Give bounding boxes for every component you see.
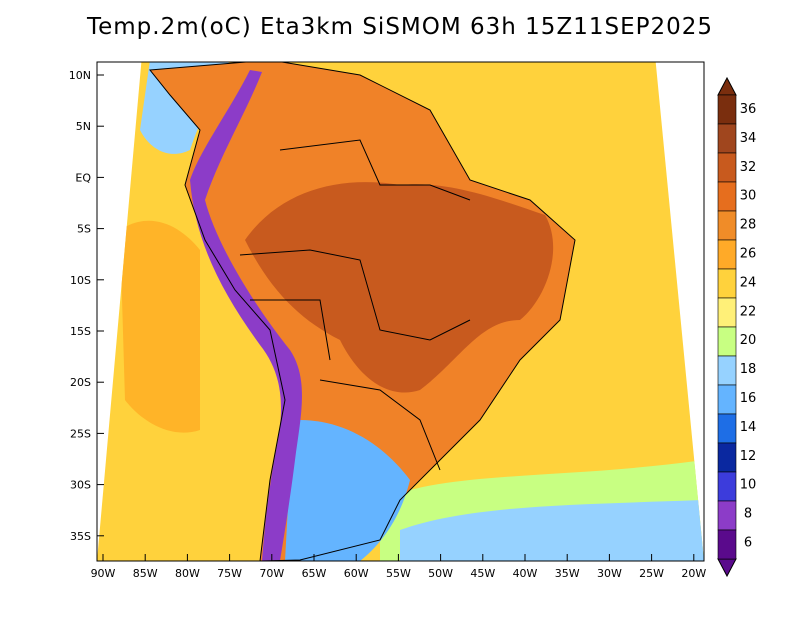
pacific-warm-region xyxy=(120,220,200,433)
colorbar-label: 20 xyxy=(740,333,757,348)
longitude-axis: 90W 85W 80W 75W 70W 65W 60W 55W 50W 45W 40W 35W 30W 2… xyxy=(91,554,706,580)
lat-tick-label: 20S xyxy=(70,376,91,389)
colorbar-label: 18 xyxy=(740,362,757,377)
lon-tick-label: 25W xyxy=(639,567,664,580)
lon-tick-label: 70W xyxy=(259,567,284,580)
lat-tick-label: 5N xyxy=(76,120,91,133)
colorbar-label: 24 xyxy=(740,275,757,290)
country-borders xyxy=(149,62,576,561)
amazon-hot-region xyxy=(245,182,554,393)
lat-tick-label: 5S xyxy=(77,223,91,236)
lon-tick-label: 90W xyxy=(91,567,116,580)
lon-tick-label: 55W xyxy=(386,567,411,580)
colorbar: 36 34 32 30 28 26 24 22 20 18 16 14 12 10 8 6 xyxy=(717,76,757,578)
colorbar-swatch xyxy=(717,442,737,473)
colorbar-label: 16 xyxy=(740,391,757,406)
map-plot-area xyxy=(97,62,704,561)
colorbar-label: 28 xyxy=(740,218,757,233)
colorbar-swatch xyxy=(717,413,737,444)
lat-tick-label: 35S xyxy=(70,530,91,543)
colorbar-swatch xyxy=(717,471,737,502)
colorbar-max-arrow xyxy=(717,76,737,96)
lat-tick-label: 25S xyxy=(70,427,91,440)
colorbar-swatch xyxy=(717,326,737,357)
lon-tick-label: 20W xyxy=(681,567,706,580)
colorbar-swatch xyxy=(717,297,737,328)
colorbar-swatch xyxy=(717,152,737,183)
colorbar-label: 22 xyxy=(740,304,757,319)
lat-tick-label: 30S xyxy=(70,479,91,492)
lon-tick-label: 80W xyxy=(175,567,200,580)
lon-tick-label: 75W xyxy=(217,567,242,580)
colorbar-label: 34 xyxy=(740,131,757,146)
lon-tick-label: 60W xyxy=(344,567,369,580)
lat-tick-label: 10S xyxy=(70,274,91,287)
latitude-axis: 10N 5N EQ 5S 10S 15S 20S 25S 30S 35S xyxy=(69,69,104,543)
colorbar-swatch xyxy=(717,123,737,154)
plot-frame xyxy=(96,61,705,562)
colorbar-swatch xyxy=(717,239,737,270)
colorbar-swatch xyxy=(717,500,737,531)
lon-tick-label: 30W xyxy=(597,567,622,580)
lon-tick-label: 35W xyxy=(555,567,580,580)
lat-tick-label: EQ xyxy=(75,171,91,184)
colorbar-label: 10 xyxy=(740,478,757,493)
colorbar-swatch xyxy=(717,529,737,560)
colorbar-min-arrow xyxy=(717,558,737,578)
colorbar-label: 26 xyxy=(740,247,757,262)
lon-tick-label: 50W xyxy=(428,567,453,580)
colorbar-label: 14 xyxy=(740,420,757,435)
lon-tick-label: 85W xyxy=(133,567,158,580)
south-atlantic-cold-region xyxy=(400,500,704,561)
colorbar-swatch xyxy=(717,384,737,415)
colorbar-label: 6 xyxy=(744,536,752,551)
chart-title: Temp.2m(oC) Eta3km SiSMOM 63h 15Z11SEP20… xyxy=(86,14,714,40)
colorbar-label: 12 xyxy=(740,449,757,464)
colorbar-swatch xyxy=(717,94,737,125)
colorbar-label: 30 xyxy=(740,189,757,204)
lon-tick-label: 45W xyxy=(470,567,495,580)
colorbar-label: 32 xyxy=(740,160,757,175)
colorbar-swatch xyxy=(717,210,737,241)
colorbar-label: 8 xyxy=(744,507,752,522)
lon-tick-label: 65W xyxy=(302,567,327,580)
lon-tick-label: 40W xyxy=(513,567,538,580)
lat-tick-label: 10N xyxy=(69,69,91,82)
southern-cone-region xyxy=(285,420,410,561)
colorbar-swatch xyxy=(717,268,737,299)
andes-cold-region xyxy=(190,70,302,561)
colorbar-swatch xyxy=(717,355,737,386)
colorbar-swatch xyxy=(717,181,737,212)
colorbar-label: 36 xyxy=(740,102,757,117)
lat-tick-label: 15S xyxy=(70,325,91,338)
